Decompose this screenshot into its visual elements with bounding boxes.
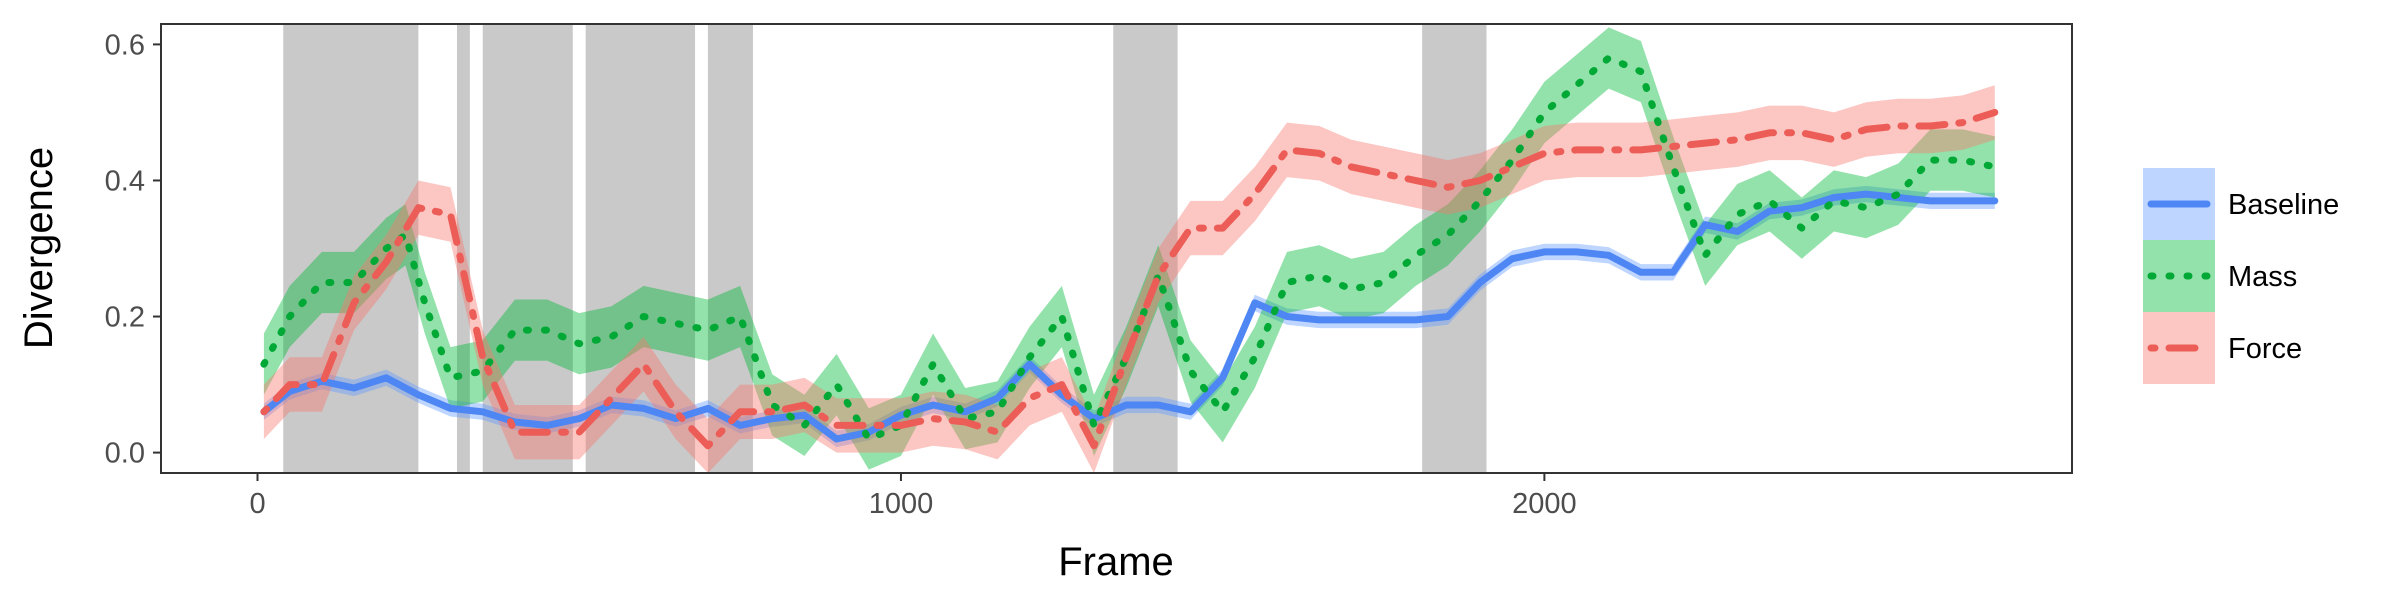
force-band [263, 85, 1995, 473]
baseline-line [260, 190, 1999, 443]
shaded-region-5 [707, 24, 753, 473]
x-axis: 0 1000 2000 [249, 473, 1577, 520]
x-tick-label: 2000 [1512, 488, 1577, 520]
y-axis: 0.0 0.2 0.4 0.6 [105, 29, 161, 470]
shaded-regions [283, 24, 1487, 473]
legend-label-baseline: Baseline [2228, 189, 2339, 221]
legend-label-force: Force [2228, 333, 2302, 365]
shaded-region-6 [1113, 24, 1178, 473]
force-line [260, 108, 1999, 450]
y-tick-label: 0.0 [105, 438, 145, 470]
shaded-region-4 [585, 24, 696, 473]
y-tick-label: 0.4 [105, 165, 145, 197]
y-axis-title: Divergence [17, 147, 61, 349]
x-axis-title: Frame [1058, 540, 1174, 584]
shaded-region-2 [456, 24, 470, 473]
y-tick-label: 0.6 [105, 29, 145, 61]
series-lines [260, 54, 1999, 450]
plot-panel-border [160, 23, 2073, 474]
shaded-region-7 [1422, 24, 1487, 473]
legend-label-mass: Mass [2228, 261, 2297, 293]
x-tick-label: 0 [249, 488, 265, 520]
legend: Baseline Mass Force [2143, 168, 2339, 384]
shaded-region-1 [283, 24, 419, 473]
x-tick-label: 1000 [869, 488, 934, 520]
y-tick-label: 0.2 [105, 302, 145, 334]
